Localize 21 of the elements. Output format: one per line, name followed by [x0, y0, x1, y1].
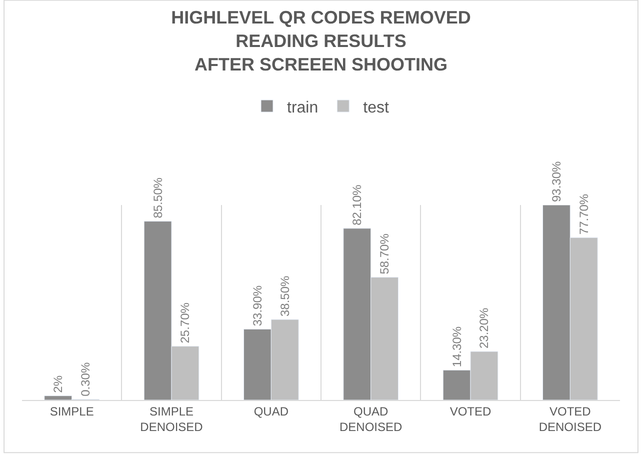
data-label: 25.70% [178, 302, 192, 344]
data-label: 77.70% [576, 194, 591, 235]
data-label: 14.30% [450, 326, 464, 368]
x-tick-label: VOTED DENOISED [538, 404, 602, 434]
x-tick-label: QUAD [254, 404, 289, 418]
x-tick-label: QUAD DENOISED [339, 404, 402, 434]
data-label: 2% [51, 375, 66, 393]
x-tick-label: SIMPLE DENOISED [140, 404, 204, 434]
data-label: 33.90% [250, 285, 264, 326]
data-label: 58.70% [378, 233, 392, 274]
legend-label: test [363, 99, 390, 116]
data-label: 23.20% [477, 307, 492, 349]
data-label: 0.30% [78, 362, 93, 396]
data-label: 93.30% [549, 160, 564, 202]
data-label: 85.50% [150, 177, 165, 218]
data-label: 82.10% [350, 184, 364, 226]
x-tick-label: VOTED [450, 404, 492, 418]
x-tick-label: SIMPLE [50, 404, 94, 418]
legend-label: train [287, 99, 318, 116]
chart-title: HIGHLEVEL QR CODES REMOVED READING RESULTS AFTER SCREEEN SHOOTING [171, 8, 471, 74]
data-label: 38.50% [278, 276, 292, 317]
